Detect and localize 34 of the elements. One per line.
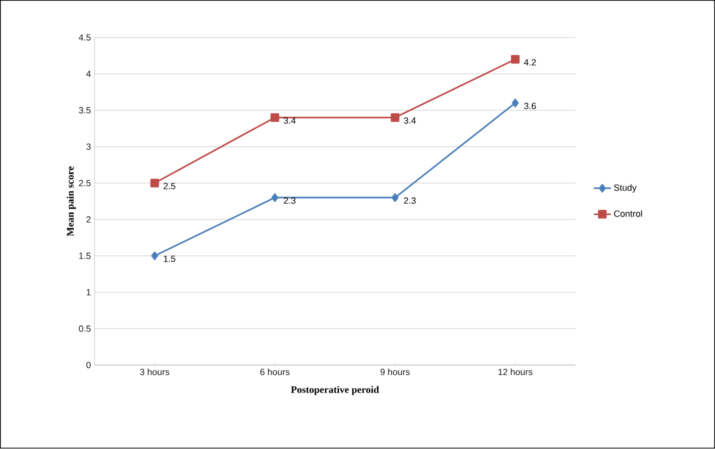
y-tick-label: 2 — [86, 216, 91, 223]
y-tick-label: 4.5 — [78, 34, 91, 41]
x-tick-label: 9 hours — [380, 368, 410, 376]
data-label: 4.2 — [524, 59, 536, 66]
point — [270, 113, 280, 122]
point — [392, 193, 399, 202]
x-tick-label: 6 hours — [260, 368, 290, 376]
y-tick-label: 1 — [86, 289, 91, 296]
point — [512, 98, 519, 108]
data-label: 3.4 — [284, 118, 296, 124]
y-tick-label: 0.5 — [78, 326, 91, 332]
y-tick-label: 3.5 — [78, 107, 91, 114]
y-axis-title: Mean pain score — [66, 166, 76, 236]
data-label: 2.5 — [164, 183, 176, 190]
point — [390, 113, 400, 122]
legend-label: Study — [614, 184, 637, 193]
x-axis-title: Postoperative peroid — [291, 386, 379, 396]
x-tick-label: 3 hours — [140, 368, 170, 376]
data-label: 1.5 — [164, 256, 176, 262]
data-label: 3.6 — [524, 103, 536, 110]
legend-label: Control — [614, 210, 642, 218]
point — [271, 193, 278, 202]
data-label: 3.4 — [404, 118, 416, 124]
y-tick-label: 4 — [86, 70, 91, 78]
x-tick-label: 12 hours — [498, 368, 532, 376]
point — [150, 178, 159, 188]
data-label: 2.3 — [404, 198, 416, 204]
point — [510, 55, 520, 64]
y-tick-label: 3 — [86, 144, 91, 150]
data-label: 2.3 — [284, 198, 296, 204]
y-tick-label: 1.5 — [79, 252, 91, 260]
y-tick-label: 2.5 — [79, 180, 91, 186]
y-tick-label: 0 — [86, 362, 91, 368]
point — [151, 252, 158, 260]
